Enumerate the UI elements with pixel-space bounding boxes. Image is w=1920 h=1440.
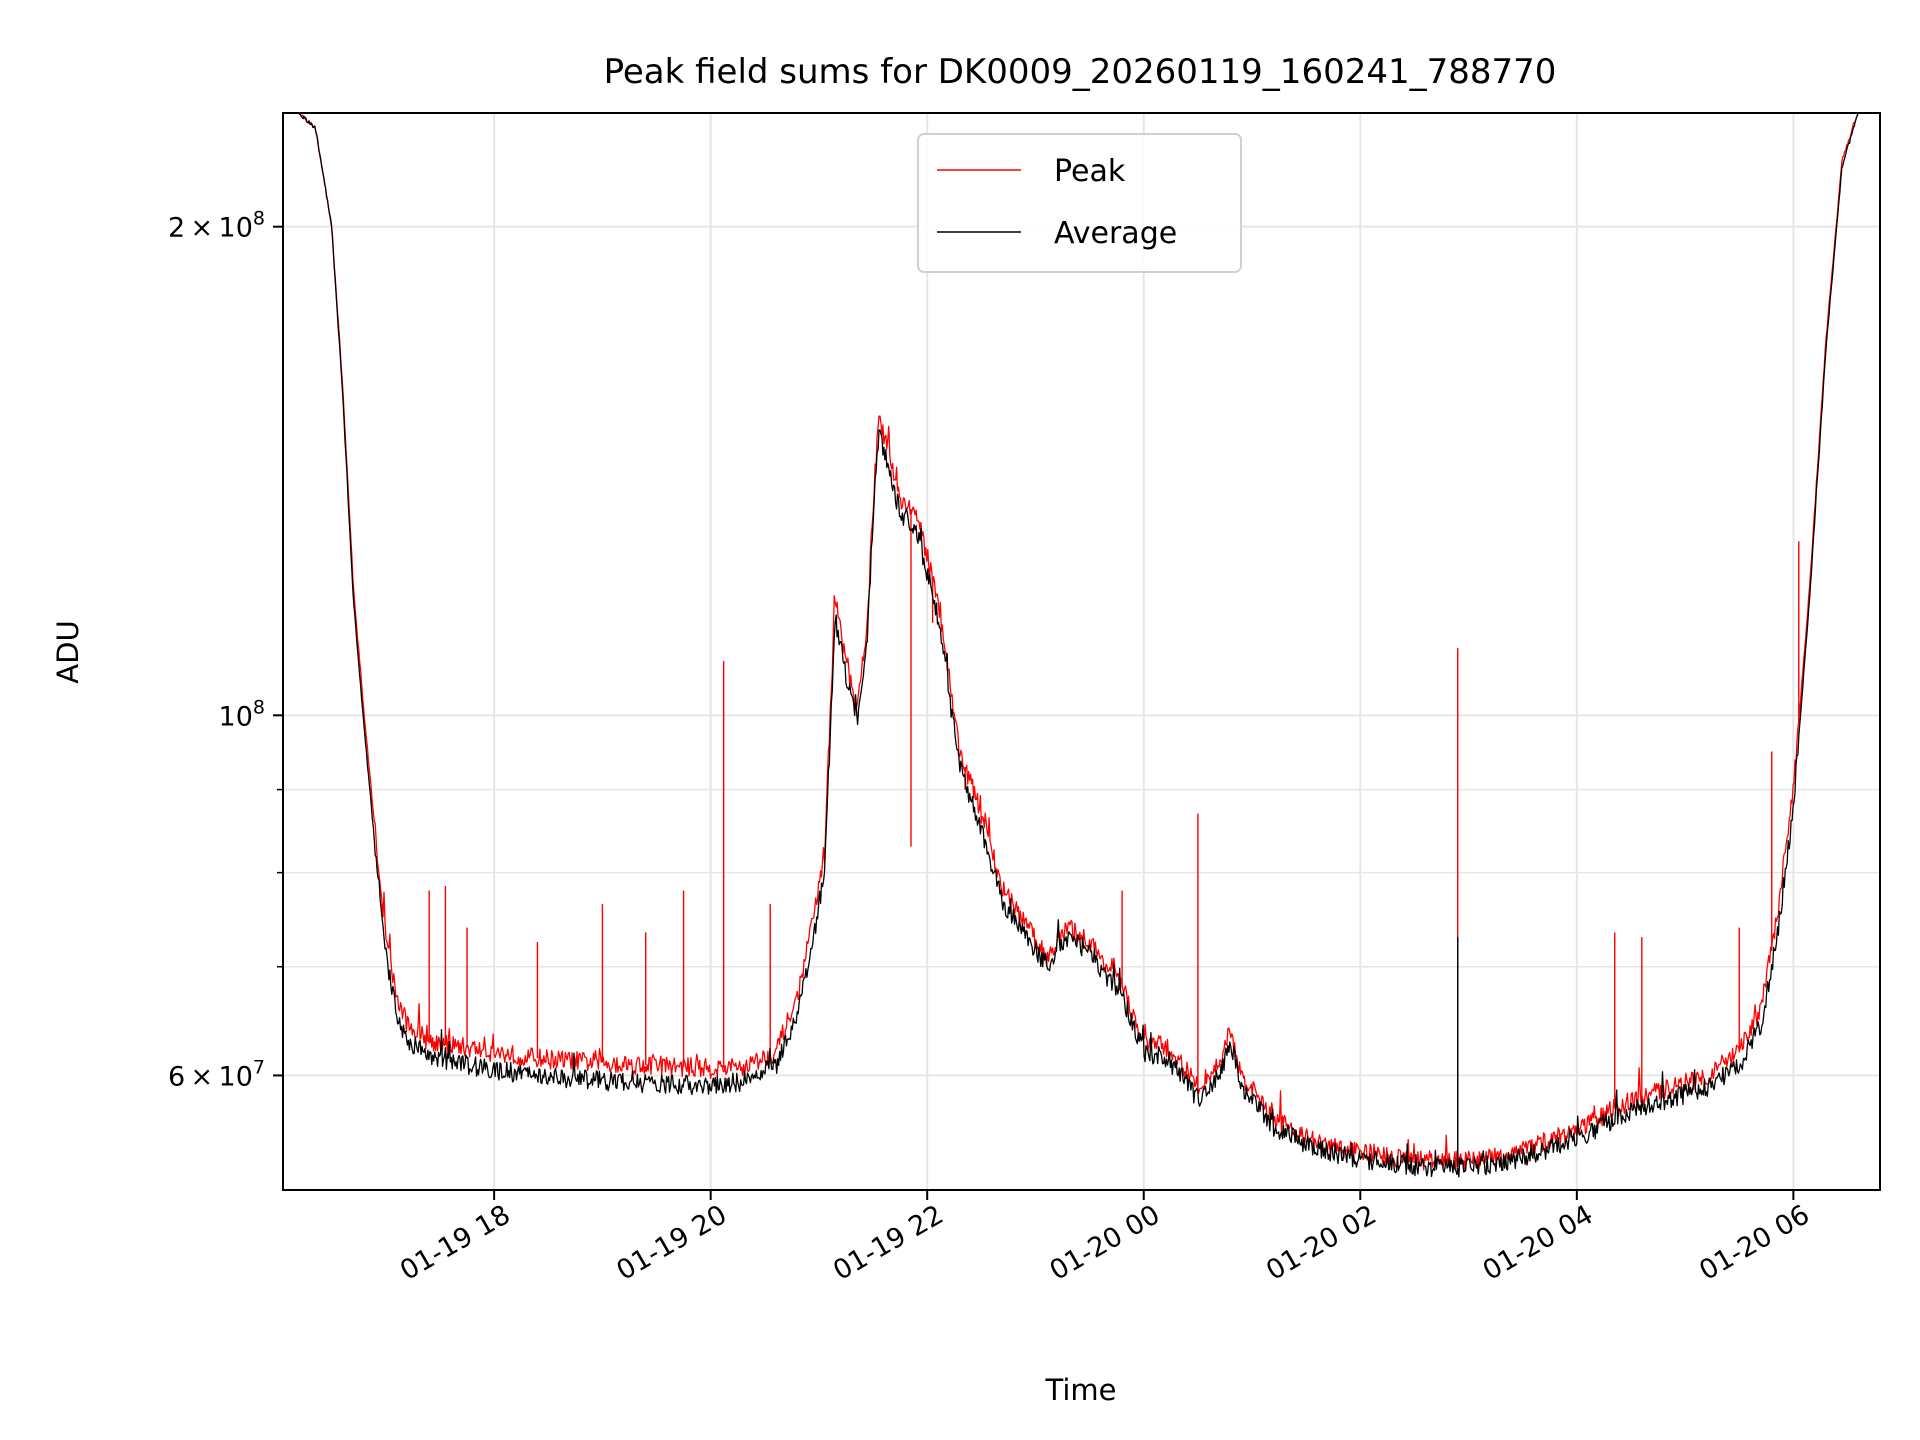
series-layer xyxy=(298,113,1859,1178)
legend-label-peak: Peak xyxy=(1054,154,1126,189)
legend: Peak Average xyxy=(917,133,1242,273)
legend-box xyxy=(917,133,1242,273)
y-tick-label: 6 × 107 xyxy=(168,1056,265,1092)
y-tick-label: 108 xyxy=(219,696,265,732)
chart-title: Peak field sums for DK0009_20260119_1602… xyxy=(604,52,1557,92)
series-line-average xyxy=(299,113,1859,1178)
y-tick-label: 2 × 108 xyxy=(168,208,265,244)
grid xyxy=(283,113,1880,1190)
legend-label-average: Average xyxy=(1054,216,1177,251)
y-axis-label: ADU xyxy=(51,620,85,683)
y-axis: 2 × 108 108 6 × 107 xyxy=(168,208,283,1092)
plot-frame xyxy=(282,112,1881,1191)
x-axis-label: Time xyxy=(1045,1373,1117,1407)
